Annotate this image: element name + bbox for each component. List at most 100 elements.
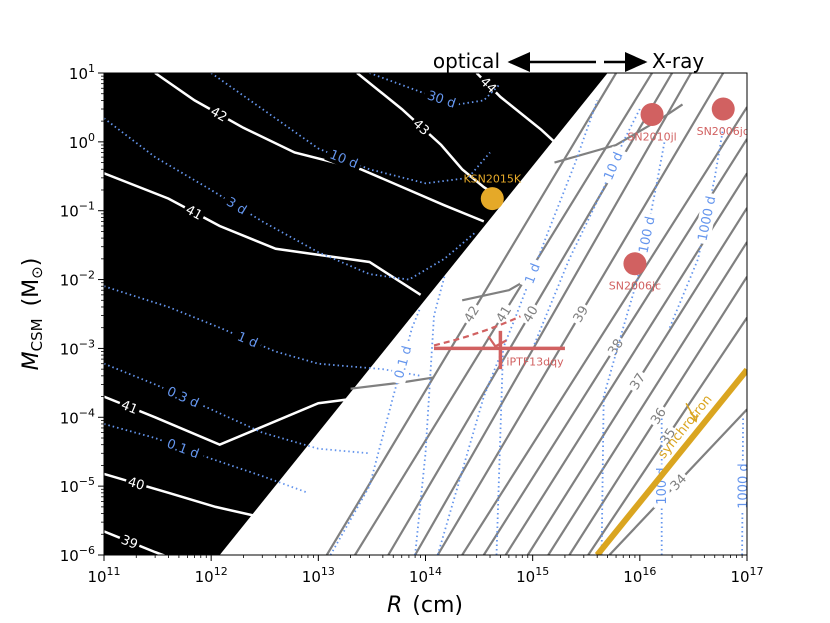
- xray-lum-contour-7: [461, 106, 747, 555]
- x-tick-label-2: 1013: [302, 565, 335, 586]
- y-tick-label-2: 10−4: [60, 406, 95, 427]
- x-tick-label-3: 1014: [409, 565, 442, 586]
- optical-lum-label-2-bg: [116, 395, 143, 419]
- optical-lum-label-4: 42: [208, 104, 230, 125]
- xray-ts-contour-3: [495, 348, 504, 555]
- optical-xray-annotation: optical X-ray: [433, 49, 705, 73]
- optical-lum-contour-1: [104, 472, 295, 526]
- xray-lum-label-12-bg: [459, 300, 484, 328]
- xray-lum-label-8-wrap: 39: [568, 300, 593, 328]
- xray-arc-2: [554, 103, 684, 164]
- optical-ts-label-1-bg: [159, 380, 207, 414]
- optical-label: optical: [433, 49, 500, 73]
- optical-lum-label-4-wrap: 42: [205, 101, 233, 127]
- xray-lum-contour-3: [547, 241, 747, 555]
- x-tick-label-5: 1016: [623, 565, 656, 586]
- optical-lum-label-0-wrap: 39: [116, 530, 143, 554]
- optical-lum-label-6-bg: [475, 73, 502, 98]
- optical-lum-label-2: 41: [119, 398, 140, 418]
- y-tick-label-0: 10−6: [60, 544, 95, 565]
- y-tick-label-4: 10−2: [60, 269, 95, 290]
- xray-ts-contour-6: [668, 127, 725, 329]
- xray-lum-label-4-wrap: 37: [625, 368, 650, 395]
- optical-ts-contour-3: [104, 117, 478, 281]
- synchrotron-line: [594, 367, 747, 555]
- optical-ts-contour-0: [104, 423, 309, 494]
- iptf13dqy-group: iPTF13dqy: [433, 315, 565, 370]
- optical-lum-contour-4: [154, 73, 485, 223]
- xray-ts-label-5-wrap: 100 d: [634, 211, 659, 258]
- optical-lum-label-1: 40: [126, 475, 146, 494]
- y-tick-label-5: 10−1: [60, 200, 95, 221]
- xray-ts-label-2-bg: [519, 257, 545, 290]
- optical-lum-label-0-bg: [116, 530, 143, 554]
- x-tick-label-0: 1011: [87, 565, 120, 586]
- xray-lum-label-12: 42: [462, 304, 483, 326]
- x-axis: 1011 1012 1013 1014 1015 1016 1017: [87, 555, 764, 586]
- iptf13dqy-dashed: [433, 315, 521, 347]
- x-tick-label-6: 1017: [730, 565, 763, 586]
- y-axis: 10−6 10−5 10−4 10−3 10−2 10−1 100 101: [60, 62, 104, 565]
- optical-lum-contour-3: [104, 172, 422, 296]
- object-label-1: SN2010jl: [627, 130, 676, 143]
- optical-ts-label-5-bg: [421, 85, 462, 113]
- y-tick-label-1: 10−5: [60, 475, 95, 496]
- x-tick-label-1: 1012: [195, 565, 228, 586]
- object-label-3: SN2006jc: [609, 280, 661, 293]
- optical-ts-label-2: 1 d: [235, 330, 260, 352]
- xray-lum-label-12-wrap: 42: [459, 300, 484, 328]
- optical-lum-label-5-bg: [408, 114, 435, 140]
- xray-ts-label-5-bg: [634, 211, 659, 258]
- optical-ts-contour-2: [104, 285, 421, 377]
- xray-ts-label-4-bg: [598, 146, 628, 186]
- iptf13dqy-arrowhead: [487, 335, 507, 348]
- optical-lum-label-4-bg: [205, 101, 233, 127]
- object-point-2: [711, 97, 735, 121]
- x-tick-label-4: 1015: [516, 565, 549, 586]
- y-tick-label-3: 10−3: [60, 337, 95, 358]
- xray-ts-label-0-bg: [389, 339, 417, 386]
- y-axis-label: MCSM(M⊙): [19, 258, 46, 371]
- objects-group: KSN2015K SN2010jl SN2006jd SN2006jc: [463, 97, 747, 293]
- xray-ts-label-2-wrap: 1 d: [519, 257, 545, 290]
- synchrotron-arrow: [685, 402, 697, 422]
- optical-lum-label-1-bg: [123, 472, 149, 495]
- xray-ts-label-8: 1000 d: [736, 463, 751, 509]
- xray-lum-label-10-wrap: 40: [517, 300, 543, 328]
- xray-lum-contour-9: [414, 73, 692, 555]
- y-tick-label-7: 101: [69, 62, 95, 83]
- xray-lum-label-6-wrap: 38: [603, 333, 628, 361]
- xray-lum-label-11-wrap: 41: [491, 300, 516, 328]
- xray-ts-label-2: 1 d: [522, 262, 543, 287]
- xray-lum-label-11: 41: [494, 304, 515, 326]
- object-point-1: [640, 102, 664, 126]
- object-point-3: [623, 252, 647, 276]
- optical-ts-label-0-bg: [159, 433, 207, 464]
- xray-lum-label-6: 38: [605, 337, 627, 359]
- xray-label: X-ray: [652, 49, 704, 73]
- optical-lum-label-3: 41: [183, 203, 205, 224]
- xray-ts-contour-1: [414, 276, 446, 555]
- optical-lum-label-2-wrap: 41: [116, 395, 143, 419]
- xray-ts-label-8-wrap: 1000 d: [734, 460, 751, 512]
- xray-lum-label-10: 40: [520, 304, 541, 326]
- optical-ts-label-2-wrap: 1 d: [231, 326, 264, 353]
- xray-lum-label-4-bg: [625, 368, 650, 395]
- optical-ts-label-4-bg: [324, 144, 364, 174]
- xray-lum-label-8: 39: [571, 304, 592, 326]
- optical-ts-label-2-bg: [231, 326, 264, 353]
- x-axis-label: R (cm): [387, 593, 463, 618]
- xray-ts-contour-0: [329, 306, 422, 555]
- optical-ts-contour-1: [104, 362, 370, 455]
- xray-lum-label-6-bg: [603, 333, 628, 361]
- optical-lum-label-0: 39: [119, 533, 140, 553]
- synchrotron-arrowhead: [689, 414, 698, 423]
- object-point-0: [480, 187, 504, 211]
- object-label-0: KSN2015K: [463, 173, 521, 186]
- optical-lum-contour-5: [356, 73, 500, 198]
